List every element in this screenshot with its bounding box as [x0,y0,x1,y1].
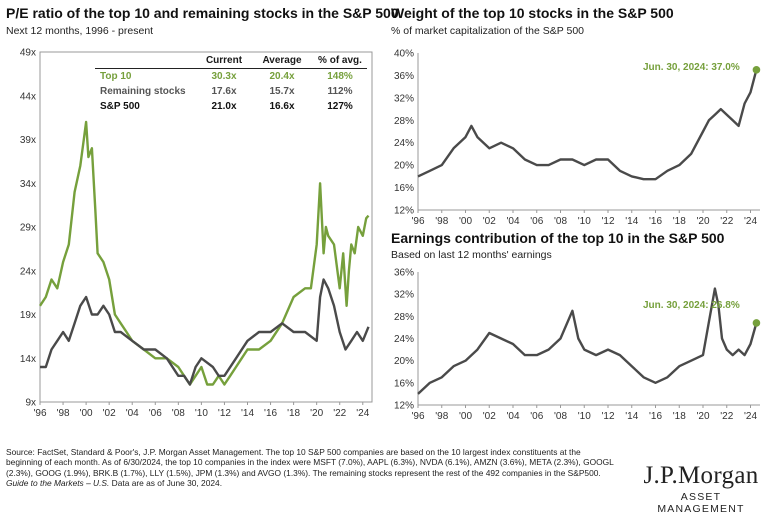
logo-wordmark: J.P.Morgan [643,462,759,489]
weight-y-tick-label: 32% [394,93,414,104]
pe-plot-frame [39,51,373,403]
earnings-series-line [417,287,758,395]
pe-x-tick-label: '20 [310,408,323,419]
weight-x-tick-label: '06 [530,216,543,227]
earnings-y-tick-label: 28% [394,312,414,323]
earnings-y-tick-label: 32% [394,290,414,301]
earnings-y-tick-label: 24% [394,334,414,345]
weight-y-tick-label: 12% [394,206,414,217]
earnings-x-tick-label: '18 [673,411,686,422]
weight-chart-subtitle: % of market capitalization of the S&P 50… [391,25,584,37]
earnings-chart-subtitle: Based on last 12 months' earnings [391,249,552,261]
weight-x-tick-label: '08 [554,216,567,227]
pe-x-tick-label: '24 [356,408,369,419]
weight-chart-title: Weight of the top 10 stocks in the S&P 5… [391,5,674,21]
source-footnote: Source: FactSet, Standard & Poor's, J.P.… [6,447,618,488]
earnings-x-tick-label: '98 [435,411,448,422]
pe-x-tick-label: '06 [149,408,162,419]
guide-title: Guide to the Markets – U.S. [6,477,110,488]
pe-x-tick-label: '00 [80,408,93,419]
weight-series-line [417,69,758,181]
pe-y-tick-label: 14x [20,354,36,365]
pe-chart-title: P/E ratio of the top 10 and remaining st… [6,5,399,21]
weight-y-tick-label: 40% [394,49,414,60]
earnings-x-tick-label: '16 [649,411,662,422]
pe-y-tick-label: 19x [20,310,36,321]
earnings-y-tick-label: 16% [394,378,414,389]
pe-y-tick-label: 34x [20,179,36,190]
pe-series-line [38,120,370,386]
earnings-x-tick-label: '12 [601,411,614,422]
weight-x-tick-label: '10 [578,216,591,227]
pe-x-tick-label: '02 [103,408,116,419]
weight-y-tick-label: 24% [394,138,414,149]
pe-x-tick-label: '98 [57,408,70,419]
weight-y-tick-label: 36% [394,71,414,82]
earnings-y-tick-label: 12% [394,401,414,412]
weight-x-tick-label: '98 [435,216,448,227]
weight-x-tick-label: '14 [625,216,638,227]
earnings-x-tick-label: '14 [625,411,638,422]
weight-x-tick-label: '00 [459,216,472,227]
weight-y-tick-label: 28% [394,116,414,127]
pe-y-tick-label: 24x [20,266,36,277]
weight-y-tick-label: 16% [394,183,414,194]
weight-x-tick-label: '20 [696,216,709,227]
source-text: Source: FactSet, Standard & Poor's, J.P.… [6,447,614,478]
weight-x-tick-label: '04 [506,216,519,227]
pe-series-line [40,278,370,386]
weight-x-tick-label: '12 [601,216,614,227]
earnings-x-tick-label: '24 [744,411,757,422]
earnings-x-tick-label: '00 [459,411,472,422]
earnings-x-tick-label: '20 [696,411,709,422]
pe-x-tick-label: '22 [333,408,346,419]
earnings-latest-annotation: Jun. 30, 2024: 26.8% [643,300,740,311]
pe-y-tick-label: 49x [20,48,36,59]
earnings-x-tick-label: '04 [506,411,519,422]
pe-x-tick-label: '10 [195,408,208,419]
earnings-chart-title: Earnings contribution of the top 10 in t… [391,230,725,246]
earnings-x-tick-label: '22 [720,411,733,422]
pe-x-tick-label: '18 [287,408,300,419]
weight-x-tick-label: '02 [483,216,496,227]
weight-latest-annotation: Jun. 30, 2024: 37.0% [643,62,740,73]
pe-x-tick-label: '04 [126,408,139,419]
weight-x-tick-label: '16 [649,216,662,227]
earnings-y-tick-label: 36% [394,268,414,279]
logo-subtitle: ASSET MANAGEMENT [657,491,745,515]
pe-x-tick-label: '08 [172,408,185,419]
earnings-y-tick-label: 20% [394,356,414,367]
earnings-x-tick-label: '08 [554,411,567,422]
pe-x-tick-label: '16 [264,408,277,419]
earnings-x-tick-label: '02 [483,411,496,422]
pe-chart-subtitle: Next 12 months, 1996 - present [6,25,154,37]
asof-text: Data are as of June 30, 2024. [109,477,223,488]
pe-x-tick-label: '96 [33,408,46,419]
weight-x-tick-label: '22 [720,216,733,227]
weight-y-tick-label: 20% [394,161,414,172]
pe-x-tick-label: '12 [218,408,231,419]
weight-x-tick-label: '96 [411,216,424,227]
weight-latest-point [752,66,761,74]
weight-x-tick-label: '18 [673,216,686,227]
earnings-x-tick-label: '10 [578,411,591,422]
earnings-x-tick-label: '96 [411,411,424,422]
pe-y-tick-label: 29x [20,223,36,234]
earnings-x-tick-label: '06 [530,411,543,422]
pe-x-tick-label: '14 [241,408,254,419]
pe-y-tick-label: 9x [25,398,36,409]
earnings-latest-point [752,319,761,327]
pe-y-tick-label: 44x [20,91,36,102]
weight-x-tick-label: '24 [744,216,757,227]
pe-y-tick-label: 39x [20,135,36,146]
jpmorgan-logo: J.P.Morgan ASSET MANAGEMENT [636,462,766,515]
